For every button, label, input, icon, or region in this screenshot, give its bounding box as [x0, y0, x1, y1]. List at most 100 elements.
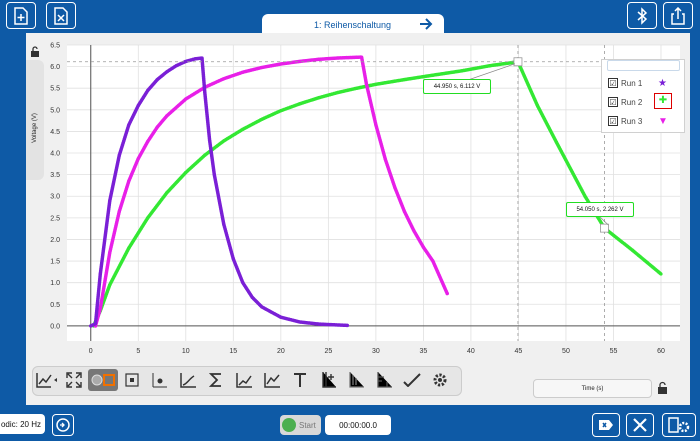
share-button[interactable] — [663, 2, 693, 29]
x-axis-button[interactable]: Time (s) — [533, 379, 652, 398]
start-button[interactable]: Start — [280, 415, 321, 435]
settings-button[interactable] — [662, 413, 696, 437]
legend-item-run-1[interactable]: ☑ Run 1 — [608, 77, 642, 89]
data-point — [360, 55, 364, 59]
data-point — [431, 259, 435, 263]
checkbox-icon[interactable]: ☑ — [608, 78, 618, 88]
add-axis-button[interactable] — [318, 369, 338, 391]
data-point — [445, 291, 449, 296]
annotation-button[interactable] — [290, 369, 310, 391]
lock-icon[interactable] — [30, 46, 40, 58]
remote-button[interactable] — [592, 413, 620, 437]
data-point — [165, 191, 169, 195]
lock-icon[interactable] — [657, 381, 669, 395]
series-line-run-2[interactable] — [91, 60, 663, 328]
y-tick-label: 1.5 — [50, 259, 60, 266]
data-point — [260, 117, 264, 121]
data-point — [155, 125, 159, 129]
trace-button[interactable] — [374, 369, 394, 391]
data-point — [127, 179, 131, 183]
plus-marker-icon[interactable]: ✚ — [654, 93, 672, 109]
curve-button[interactable] — [178, 369, 198, 391]
series-line-run-3[interactable] — [93, 55, 449, 328]
data-callout[interactable]: 44.950 s, 6.112 V — [423, 79, 491, 94]
data-point — [298, 102, 302, 106]
checkbox-icon[interactable]: ☑ — [608, 116, 618, 126]
data-point — [554, 140, 559, 144]
auto-scale-button[interactable] — [64, 369, 84, 391]
data-point — [336, 56, 340, 60]
arrow-right-icon[interactable] — [419, 17, 433, 31]
legend: ☑ Run 1 ★ ☑ Run 2 ✚ ☑ Run 3 ▼ — [601, 59, 685, 133]
text-icon — [294, 373, 306, 387]
trace-icon — [377, 372, 392, 388]
data-point — [383, 157, 387, 162]
legend-label: Run 1 — [621, 78, 643, 88]
x-tick-label: 20 — [277, 348, 285, 355]
close-file-button[interactable] — [46, 2, 76, 29]
plot-area[interactable] — [67, 45, 680, 341]
timer-button[interactable] — [52, 414, 74, 436]
marker-handle[interactable] — [513, 57, 523, 67]
series-line-run-1[interactable] — [89, 56, 350, 328]
statistics-icon — [349, 372, 364, 388]
experiment-tab[interactable]: 1: Reihenschaltung — [262, 14, 444, 36]
legend-label: Run 3 — [621, 116, 643, 126]
y-tick-label: 0.0 — [50, 323, 60, 330]
legend-label: Run 2 — [621, 97, 643, 107]
data-point — [203, 90, 207, 95]
sigma-icon — [209, 373, 221, 387]
y-axis-tab[interactable] — [26, 60, 44, 180]
data-point — [317, 96, 321, 100]
pan-zoom-button[interactable] — [88, 369, 118, 391]
x-tick-label: 45 — [515, 348, 523, 355]
statistics-button[interactable] — [206, 369, 226, 391]
timer-icon — [56, 418, 70, 432]
bluetooth-button[interactable] — [627, 2, 657, 29]
graph-settings-button[interactable] — [430, 369, 450, 391]
data-point — [431, 73, 435, 77]
sample-rate-button[interactable]: odic: 20 Hz — [0, 414, 45, 434]
bluetooth-icon — [637, 6, 648, 25]
graph-type-button[interactable] — [34, 369, 60, 391]
data-point — [231, 257, 235, 261]
legend-item-run-2[interactable]: ☑ Run 2 — [608, 96, 642, 108]
draw-button[interactable] — [402, 369, 422, 391]
x-tick-label: 0 — [89, 348, 93, 355]
callout-pointer — [467, 63, 516, 81]
data-point — [355, 86, 359, 90]
new-file-button[interactable] — [6, 2, 36, 29]
x-tick-label: 35 — [419, 348, 427, 355]
data-point — [583, 194, 587, 198]
checkbox-icon[interactable]: ☑ — [608, 97, 618, 107]
data-point — [260, 65, 264, 70]
tab-title: 1: Reihenschaltung — [314, 20, 392, 30]
integral-button[interactable] — [262, 369, 282, 391]
record-icon — [282, 418, 296, 432]
data-point — [136, 103, 140, 108]
fit-button[interactable] — [122, 369, 142, 391]
data-point — [184, 170, 188, 175]
legend-header — [607, 60, 680, 71]
star-marker-icon: ★ — [658, 78, 667, 89]
legend-item-run-3[interactable]: ☑ Run 3 — [608, 115, 642, 127]
tangent-button[interactable] — [150, 369, 170, 391]
x-tick-label: 50 — [562, 348, 570, 355]
data-point — [222, 77, 226, 81]
data-point — [250, 295, 254, 299]
integral-icon — [264, 373, 280, 388]
share-icon — [671, 6, 685, 25]
data-point — [336, 90, 340, 95]
data-point — [459, 69, 464, 73]
data-point — [200, 56, 204, 60]
data-point — [89, 324, 93, 328]
statistics-overlay-button[interactable] — [346, 369, 366, 391]
tools-button[interactable] — [626, 413, 654, 437]
data-callout[interactable]: 54.050 s, 2.262 V — [566, 202, 634, 217]
marker-handle[interactable] — [600, 223, 609, 233]
curve-fit-button[interactable] — [234, 369, 254, 391]
data-point — [127, 123, 131, 127]
data-point — [279, 109, 283, 113]
data-point — [146, 88, 150, 92]
